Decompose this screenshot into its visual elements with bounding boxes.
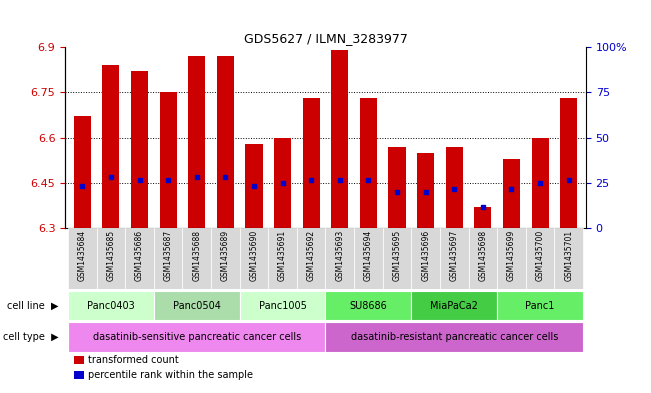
Text: Panc0403: Panc0403 <box>87 301 135 310</box>
Bar <box>526 228 555 289</box>
Bar <box>125 228 154 289</box>
Text: cell line  ▶: cell line ▶ <box>7 301 59 310</box>
Bar <box>326 228 354 289</box>
Text: GSM1435686: GSM1435686 <box>135 230 144 281</box>
Text: Panc1005: Panc1005 <box>258 301 307 310</box>
Bar <box>446 147 463 228</box>
Bar <box>326 291 411 320</box>
Bar <box>102 65 120 228</box>
Text: Panc0504: Panc0504 <box>173 301 221 310</box>
Text: GSM1435699: GSM1435699 <box>507 230 516 281</box>
Bar <box>74 116 91 228</box>
Text: MiaPaCa2: MiaPaCa2 <box>430 301 478 310</box>
Text: GSM1435697: GSM1435697 <box>450 230 459 281</box>
Bar <box>411 228 440 289</box>
Bar <box>274 138 291 228</box>
Text: GSM1435700: GSM1435700 <box>536 230 545 281</box>
Text: GSM1435696: GSM1435696 <box>421 230 430 281</box>
Text: GSM1435690: GSM1435690 <box>249 230 258 281</box>
Bar <box>245 143 262 228</box>
Bar <box>411 291 497 320</box>
Title: GDS5627 / ILMN_3283977: GDS5627 / ILMN_3283977 <box>243 31 408 44</box>
Bar <box>159 92 176 228</box>
Text: GSM1435684: GSM1435684 <box>77 230 87 281</box>
Text: SU8686: SU8686 <box>350 301 387 310</box>
Bar <box>497 291 583 320</box>
Bar <box>417 152 434 228</box>
Bar <box>68 322 326 352</box>
Bar <box>68 291 154 320</box>
Bar <box>360 98 377 228</box>
Bar <box>268 228 297 289</box>
Text: GSM1435698: GSM1435698 <box>478 230 488 281</box>
Bar <box>131 71 148 228</box>
Text: GSM1435688: GSM1435688 <box>192 230 201 281</box>
Text: GSM1435693: GSM1435693 <box>335 230 344 281</box>
Bar <box>68 228 96 289</box>
Bar <box>560 98 577 228</box>
Bar <box>154 291 240 320</box>
Bar <box>555 228 583 289</box>
Bar <box>331 50 348 228</box>
Bar <box>240 291 326 320</box>
Bar <box>440 228 469 289</box>
Bar <box>503 159 520 228</box>
Bar <box>297 228 326 289</box>
Bar <box>182 228 211 289</box>
Bar <box>211 228 240 289</box>
Bar <box>383 228 411 289</box>
Text: cell type  ▶: cell type ▶ <box>3 332 59 342</box>
Bar <box>154 228 182 289</box>
Bar <box>303 98 320 228</box>
Legend: transformed count, percentile rank within the sample: transformed count, percentile rank withi… <box>70 352 257 384</box>
Text: GSM1435694: GSM1435694 <box>364 230 373 281</box>
Text: GSM1435695: GSM1435695 <box>393 230 402 281</box>
Bar <box>240 228 268 289</box>
Text: dasatinib-sensitive pancreatic cancer cells: dasatinib-sensitive pancreatic cancer ce… <box>92 332 301 342</box>
Text: GSM1435687: GSM1435687 <box>163 230 173 281</box>
Text: GSM1435689: GSM1435689 <box>221 230 230 281</box>
Bar <box>497 228 526 289</box>
Bar <box>531 138 549 228</box>
Text: GSM1435691: GSM1435691 <box>278 230 287 281</box>
Text: GSM1435701: GSM1435701 <box>564 230 574 281</box>
Bar <box>188 56 205 228</box>
Bar <box>326 322 583 352</box>
Bar <box>354 228 383 289</box>
Bar <box>96 228 125 289</box>
Text: GSM1435685: GSM1435685 <box>106 230 115 281</box>
Bar <box>469 228 497 289</box>
Bar <box>389 147 406 228</box>
Text: GSM1435692: GSM1435692 <box>307 230 316 281</box>
Text: Panc1: Panc1 <box>525 301 555 310</box>
Bar <box>475 207 492 228</box>
Text: dasatinib-resistant pancreatic cancer cells: dasatinib-resistant pancreatic cancer ce… <box>351 332 558 342</box>
Bar <box>217 56 234 228</box>
